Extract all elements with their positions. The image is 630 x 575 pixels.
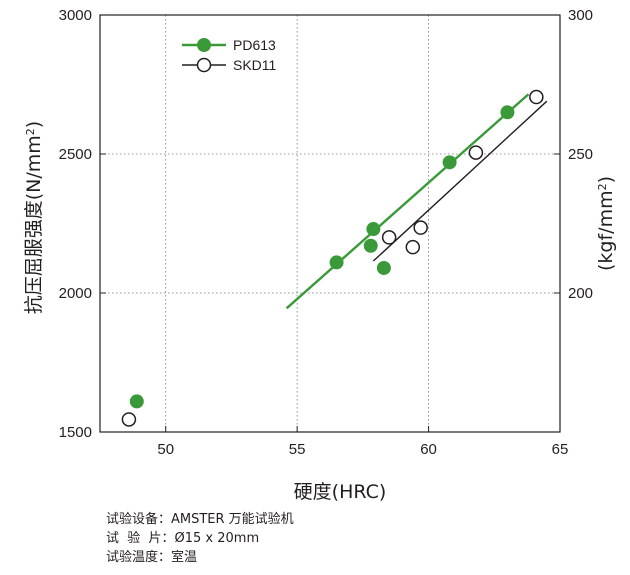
x-tick-label: 65 (552, 441, 569, 458)
data-point-pd613 (500, 105, 515, 120)
data-point-skd11 (468, 145, 484, 160)
legend-label: PD613 (233, 37, 276, 53)
legend-marker (197, 38, 211, 52)
note-specimen: 试 验 片：Ø15 x 20mm (106, 531, 260, 546)
y-axis-title: 抗压屈服强度(N/mm2) (23, 121, 45, 314)
data-point-pd613 (329, 255, 344, 270)
trend-line-skd11 (372, 100, 548, 262)
data-point-pd613 (442, 155, 457, 170)
x-axis-title: 硬度(HRC) (294, 481, 387, 503)
trend-line-pd613 (285, 93, 530, 310)
note-temperature: 试验温度：室温 (106, 550, 198, 565)
y-tick-label: 3000 (59, 7, 92, 24)
data-point-skd11 (381, 230, 397, 245)
data-point-skd11 (529, 89, 544, 105)
data-point-skd11 (405, 239, 421, 255)
data-point-pd613 (363, 238, 378, 253)
y2-tick-label: 250 (568, 146, 593, 163)
y2-tick-label: 200 (568, 285, 593, 302)
plot-frame (99, 14, 561, 433)
y-tick-label: 2500 (59, 146, 92, 163)
y2-tick-label: 300 (568, 7, 593, 24)
legend: PD613 SKD11 (182, 37, 277, 73)
test-conditions: 试验设备：AMSTER 万能试验机 试 验 片：Ø15 x 20mm 试验温度：… (106, 510, 294, 567)
legend-label: SKD11 (233, 57, 277, 73)
x-tick-label: 55 (289, 441, 306, 458)
chart: 50 55 60 65 1500 2000 2500 3000 200 250 300 硬度(HRC)… (23, 7, 617, 503)
note-equipment: 试验设备：AMSTER 万能试验机 (106, 512, 294, 527)
data-point-pd613 (376, 260, 391, 275)
y-tick-label: 2000 (59, 285, 92, 302)
series-pd613 (129, 93, 530, 409)
x-tick-label: 60 (420, 441, 437, 458)
y2-axis-title: (kgf/mm2) (595, 176, 617, 271)
data-point-skd11 (121, 412, 137, 427)
legend-marker (196, 57, 212, 73)
series-skd11 (121, 89, 548, 427)
data-point-pd613 (366, 222, 381, 237)
x-tick-label: 50 (157, 441, 174, 458)
data-point-skd11 (413, 220, 428, 235)
data-point-pd613 (129, 394, 144, 409)
y-tick-label: 1500 (59, 424, 92, 441)
